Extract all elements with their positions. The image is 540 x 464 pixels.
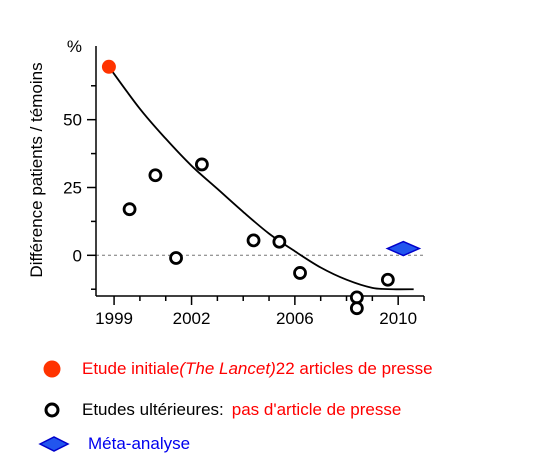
y-tick-label: 50 [63,111,82,130]
later-study-point [349,290,364,305]
trend-curve-layer [108,66,414,291]
later-study-point [293,266,307,280]
x-tick-label: 2002 [173,309,211,328]
y-tick-label: 0 [73,246,82,265]
later-study-point [272,234,287,249]
axis-layer [87,46,425,305]
later-study-point [194,157,209,172]
x-tick-label: 2006 [276,309,314,328]
x-tick-label: 2010 [379,309,417,328]
y-axis-title: Différence patients / témoins [27,62,46,277]
y-unit-label: % [67,37,82,56]
initial-study-point [101,59,116,74]
x-tick-label: 1999 [95,309,133,328]
axis-labels-layer: 0 25 50% 1999 2002 2006 2010 Différence patient… [27,37,417,328]
meta-analysis-point [385,240,422,257]
later-study-point [122,202,137,217]
data-points-layer [101,59,422,316]
later-study-point [380,272,395,287]
later-study-point [148,168,163,183]
later-study-point [169,251,183,265]
y-tick-label: 25 [63,178,82,197]
later-study-point [349,301,364,316]
later-study-point [246,233,261,248]
trend-curve [108,66,414,291]
